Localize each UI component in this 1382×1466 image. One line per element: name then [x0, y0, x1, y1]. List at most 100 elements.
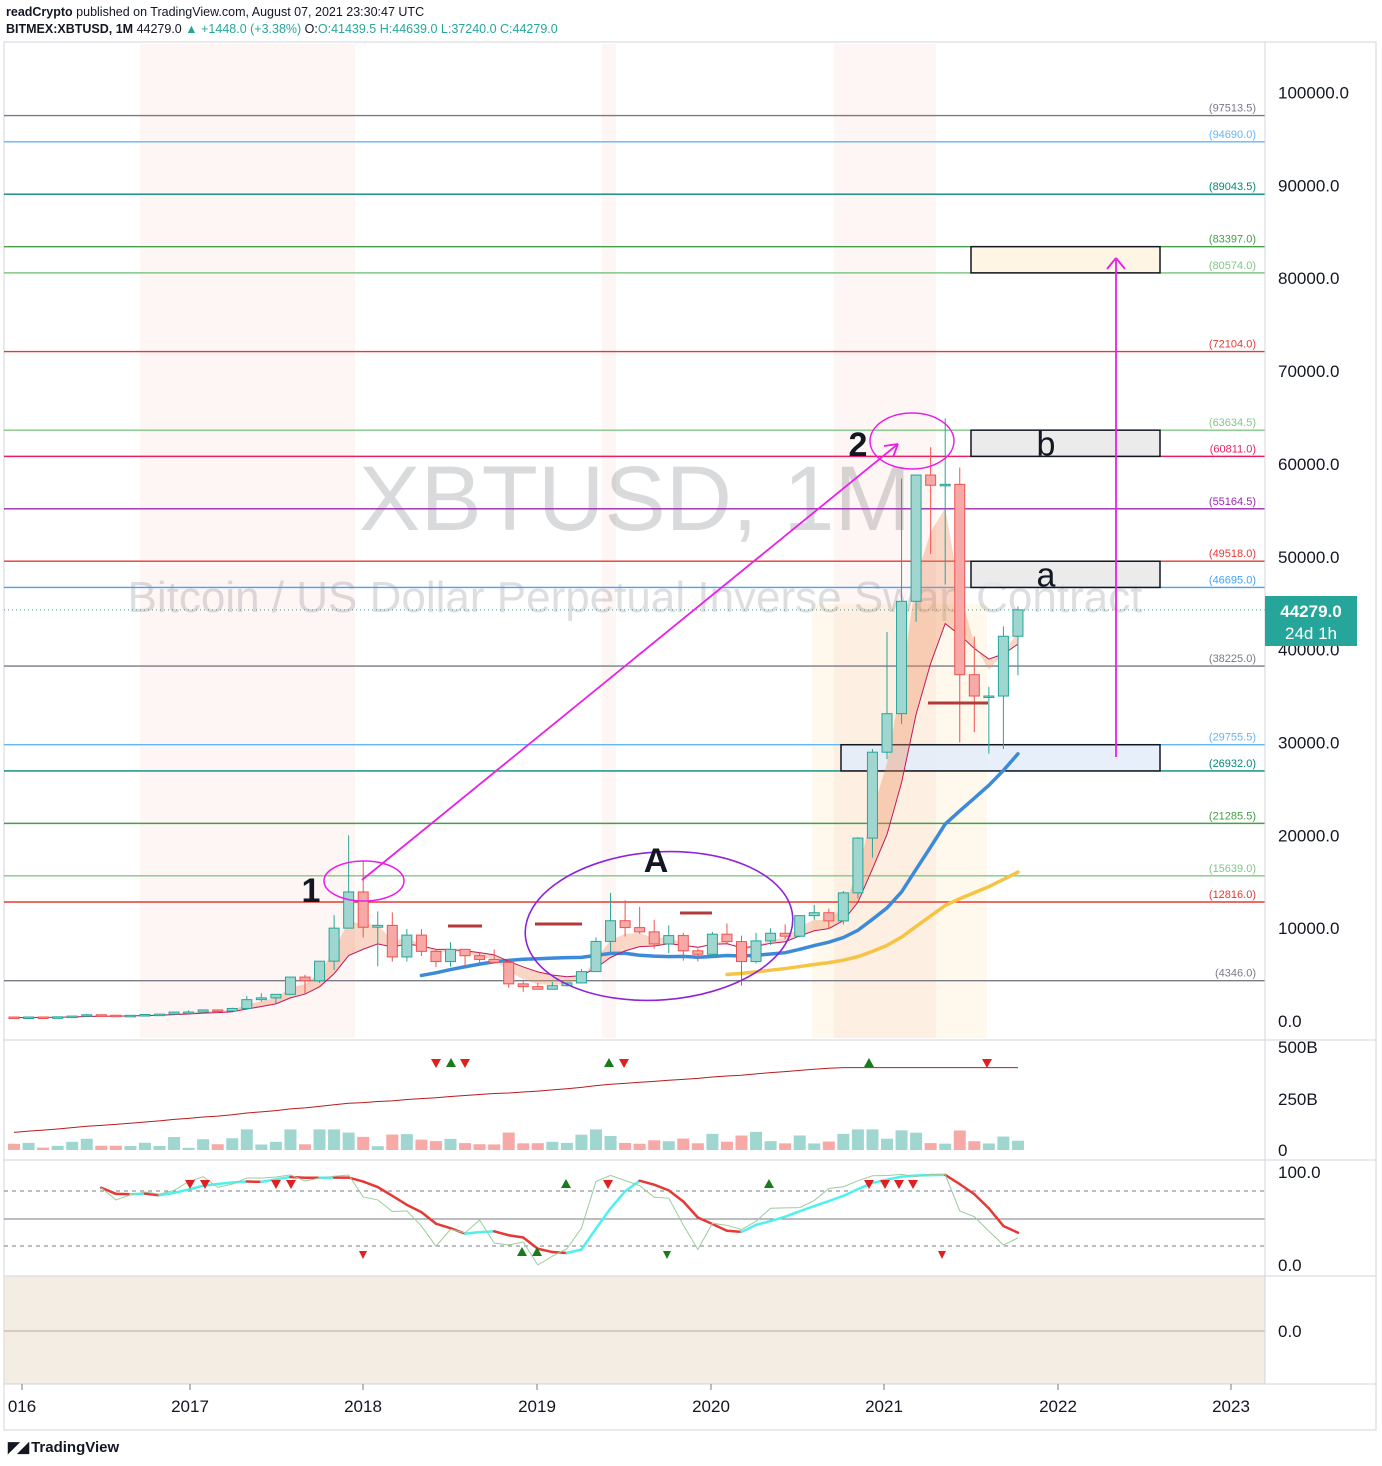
volume-bar [182, 1147, 195, 1150]
price-badge-bg [1265, 596, 1357, 646]
ma-blue-line [419, 752, 1020, 978]
chart-header: readCrypto published on TradingView.com,… [6, 4, 558, 38]
volume-bar [138, 1142, 151, 1150]
candle-body [343, 891, 355, 929]
candle-body [925, 474, 937, 486]
circle-top-1 [323, 860, 405, 902]
price-tick-label-0: 100000.0 [1278, 84, 1349, 103]
osc-up-marker-icon [532, 1247, 542, 1256]
time-tick-label-0: 016 [8, 1397, 36, 1416]
candle-body [445, 948, 456, 963]
tradingview-footer[interactable]: ◤◢ TradingView [8, 1438, 120, 1457]
volume-bar [517, 1143, 530, 1150]
candle-body [503, 961, 515, 985]
volume-bar [968, 1141, 981, 1150]
osc-line-segment [798, 1204, 816, 1213]
volume-bar [546, 1141, 559, 1150]
bottom-pane-bg [4, 1276, 1265, 1384]
level-label-9: (49518.0) [1209, 548, 1256, 560]
price-badge-value: 44279.0 [1280, 602, 1341, 621]
candle-body [997, 635, 1009, 697]
candle-body [532, 986, 544, 990]
volume-bar [531, 1143, 544, 1150]
bottom-tick-label-0: 0.0 [1278, 1322, 1302, 1341]
level-label-13: (26932.0) [1209, 758, 1256, 770]
level-label-4: (80574.0) [1209, 260, 1256, 272]
volume-bar [982, 1143, 995, 1150]
time-tick-label-7: 2023 [1212, 1397, 1250, 1416]
publisher-name[interactable]: readCrypto [6, 5, 73, 19]
target-zone-1 [970, 560, 1161, 589]
wave-label-2: 2 [849, 426, 868, 464]
osc-down-marker-icon [271, 1180, 281, 1189]
volume-bar [459, 1143, 472, 1150]
candle-body [823, 912, 835, 922]
candle-body [139, 1014, 151, 1017]
volume-bar [51, 1145, 64, 1150]
candle-body [575, 971, 587, 984]
candle-body [386, 924, 398, 958]
last-price: 44279.0 [136, 22, 182, 36]
osc-up-marker-icon [561, 1179, 571, 1188]
osc-line-segment [420, 1210, 438, 1225]
osc-down-marker-icon [880, 1180, 890, 1189]
candle-body [183, 1011, 195, 1015]
osc-down-marker-icon [908, 1180, 918, 1189]
volume-bar [284, 1129, 297, 1150]
volume-bar [720, 1141, 733, 1150]
candle-body [779, 932, 791, 937]
osc-line-segment [536, 1247, 554, 1254]
osc-line-segment [652, 1183, 670, 1192]
osc-line-segment [754, 1219, 772, 1227]
volume-bar [502, 1132, 515, 1150]
volume-bar [619, 1142, 632, 1150]
candle-body [663, 935, 675, 945]
volume-bar [779, 1143, 792, 1150]
osc-line-segment [667, 1189, 685, 1203]
volume-bar [837, 1133, 850, 1150]
candle-body [765, 932, 777, 942]
price-tick-label-7: 30000.0 [1278, 733, 1339, 752]
publish-line: readCrypto published on TradingView.com,… [6, 4, 558, 21]
candle-body [23, 1016, 35, 1020]
symbol-name[interactable]: BITMEX:XBTUSD, 1M [6, 22, 134, 36]
volume-bar [80, 1138, 93, 1150]
candle-body [736, 941, 747, 963]
price-tick-label-2: 80000.0 [1278, 269, 1339, 288]
volume-bar [240, 1129, 253, 1150]
volume-bar [415, 1139, 428, 1150]
trend-arrow-1-to-2 [361, 443, 899, 881]
volume-bar [299, 1144, 311, 1150]
volume-bar [895, 1130, 908, 1150]
candle-body [648, 931, 660, 945]
osc-line-segment [725, 1229, 743, 1234]
candle-body [270, 993, 282, 999]
candle-body [881, 713, 893, 753]
candle-body [983, 695, 995, 699]
osc-down-marker-icon [894, 1180, 904, 1189]
candle-body [808, 912, 820, 917]
volume-bar [473, 1144, 486, 1150]
candle-body [939, 483, 951, 487]
time-tick-label-6: 2022 [1039, 1397, 1077, 1416]
osc-line-segment [405, 1203, 423, 1214]
osc-up-marker-icon [517, 1247, 527, 1256]
osc-line-segment [507, 1233, 525, 1239]
candle-body [459, 948, 471, 957]
candle-body [517, 983, 529, 988]
volume-bar [255, 1144, 268, 1150]
candle-body [81, 1014, 93, 1017]
volume-bar [590, 1129, 602, 1150]
volume-down-marker-icon [431, 1059, 441, 1068]
candle-body [692, 950, 704, 955]
footer-brand: TradingView [31, 1438, 120, 1456]
candle-body [197, 1009, 209, 1013]
candle-body [110, 1014, 122, 1018]
volume-bar [764, 1141, 777, 1150]
volume-bar [997, 1136, 1010, 1150]
target-arrow-head-icon [1106, 257, 1126, 270]
volume-bar [153, 1146, 166, 1150]
time-tick-label-3: 2019 [518, 1397, 556, 1416]
osc-line-segment [696, 1216, 714, 1226]
